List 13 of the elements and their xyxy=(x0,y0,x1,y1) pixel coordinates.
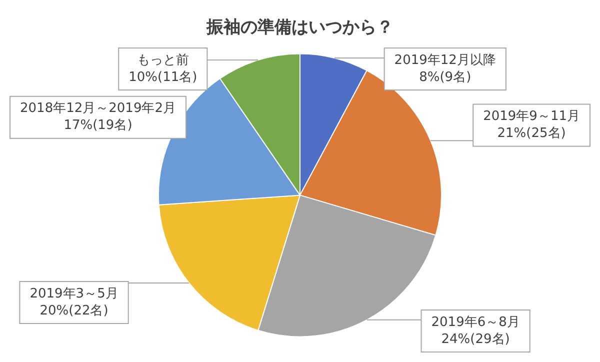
data-label: 17%(19名) xyxy=(64,118,132,134)
slice-label: 2019年12月以降 xyxy=(394,52,496,68)
slice-label: もっと前 xyxy=(136,52,189,68)
data-label: 20%(22名) xyxy=(40,303,108,318)
chart-title: 振袖の準備はいつから？ xyxy=(206,18,394,38)
slice-label: 2019年6～8月 xyxy=(431,314,520,330)
data-label: 8%(9名) xyxy=(419,70,472,85)
data-label: 10%(11名) xyxy=(128,70,198,85)
slice-label: 2018年12月～2019年2月 xyxy=(20,101,176,116)
slice-label: 2019年3～5月 xyxy=(30,286,118,302)
slice-label: 2019年9～11月 xyxy=(483,109,580,124)
data-label: 21%(25名) xyxy=(497,126,566,142)
data-label: 24%(29名) xyxy=(441,332,510,347)
